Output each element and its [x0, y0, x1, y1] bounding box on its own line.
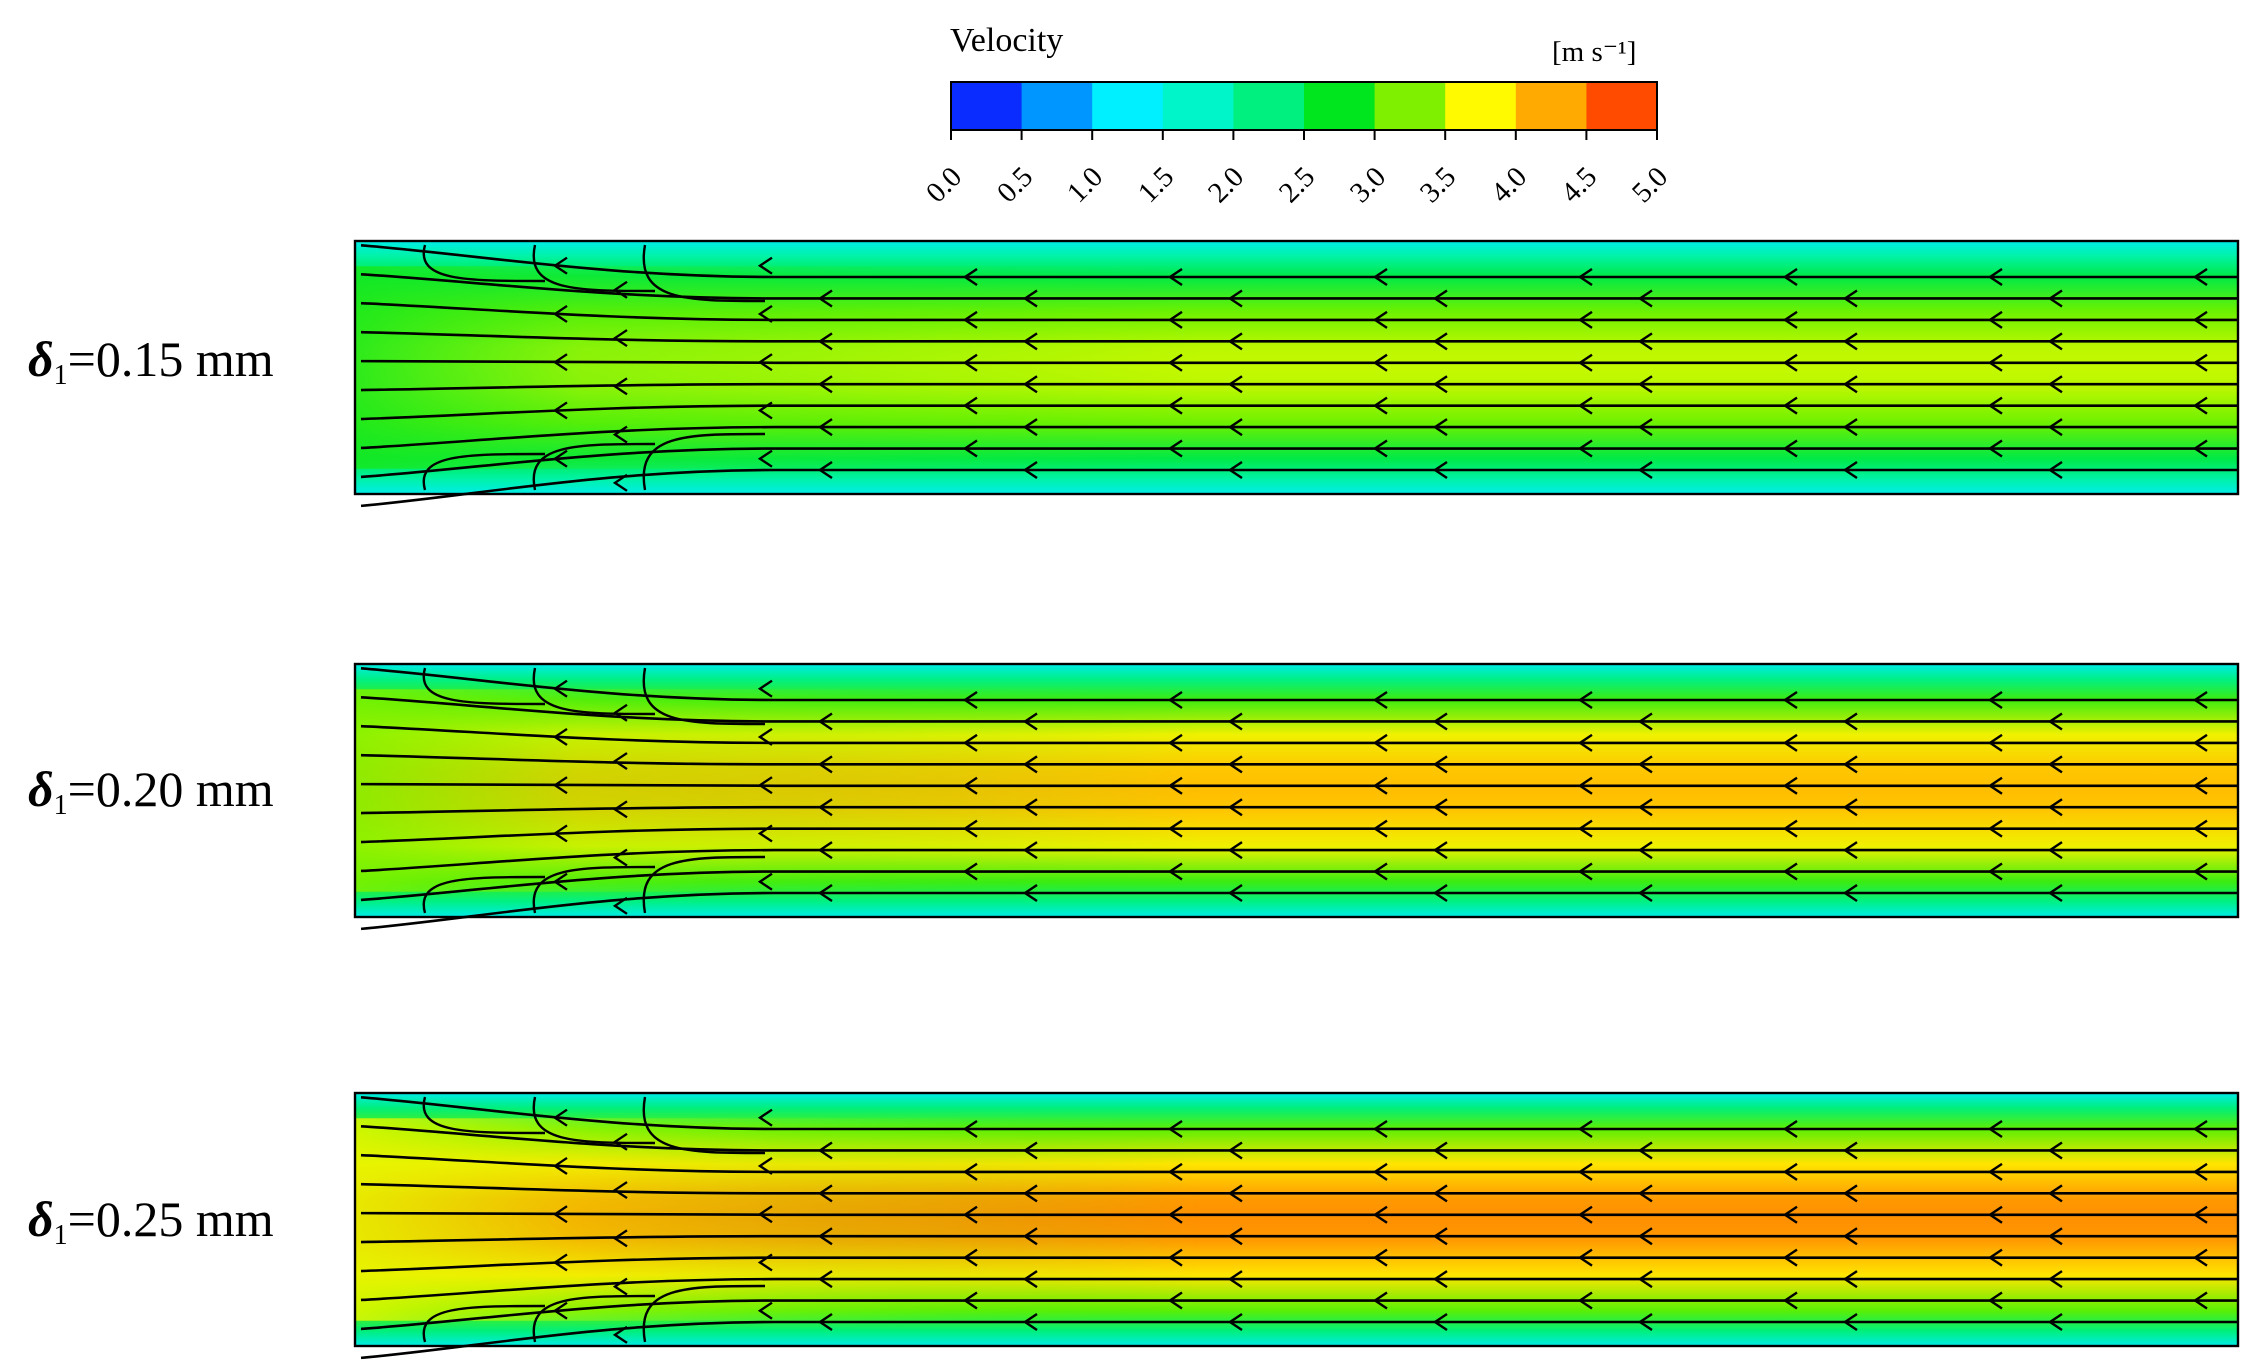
streamline: [360, 1182, 2238, 1195]
contour-panels: [353, 239, 2240, 1360]
wall-streamline: [422, 667, 546, 706]
panel-label-symbol: δ: [28, 331, 54, 387]
colorbar: [950, 81, 1658, 140]
wall-streamline: [532, 865, 656, 914]
streamline: [360, 753, 2238, 766]
contour-panel-2: [353, 662, 2240, 931]
panel-label-subscript: 1: [53, 1220, 68, 1251]
panel-frame: [353, 662, 2240, 919]
wall-streamline: [642, 432, 766, 491]
streamline: [360, 805, 2238, 815]
wall-streamline: [532, 244, 656, 293]
panel-label-symbol: δ: [28, 1191, 54, 1247]
streamline: [360, 695, 2238, 723]
panel-frame: [353, 239, 2240, 496]
entrance-region: [355, 1118, 2238, 1321]
panel-label-2: δ1=0.20 mm: [28, 760, 274, 822]
colorbar-segment: [1515, 82, 1587, 130]
panel-label-value: =0.20 mm: [67, 761, 274, 817]
streamline: [360, 1277, 2238, 1302]
wall-streamline: [532, 1096, 656, 1145]
wall-streamline: [642, 244, 766, 303]
contour-panel-3: [353, 1091, 2240, 1360]
colorbar-segment: [951, 82, 1023, 130]
panel-label-subscript: 1: [53, 790, 68, 821]
contour-panel-1: [353, 239, 2240, 508]
wall-streamline: [422, 244, 546, 283]
streamline: [360, 468, 2238, 508]
panel-label-subscript: 1: [53, 360, 68, 391]
streamline: [360, 425, 2238, 450]
wall-streamline: [642, 1096, 766, 1155]
colorbar-segment: [1304, 82, 1376, 130]
wall-streamline: [532, 442, 656, 491]
colorbar-segment: [1374, 82, 1446, 130]
wall-streamline: [422, 1096, 546, 1135]
colorbar-segment: [1445, 82, 1517, 130]
colorbar-segment: [1162, 82, 1234, 130]
colorbar-segment: [1021, 82, 1093, 130]
streamline: [360, 382, 2238, 392]
panel-frame: [353, 1091, 2240, 1348]
wall-streamline: [422, 452, 546, 491]
colorbar-title: Velocity: [950, 22, 1064, 59]
wall-streamline: [642, 1284, 766, 1343]
colorbar-unit: [m s⁻¹]: [1552, 36, 1637, 68]
entrance-region: [355, 689, 2238, 892]
colorbar-segment: [1233, 82, 1305, 130]
panel-label-1: δ1=0.15 mm: [28, 330, 274, 392]
entrance-region: [355, 266, 2238, 469]
panel-label-value: =0.25 mm: [67, 1191, 274, 1247]
colorbar-segment: [1586, 82, 1658, 130]
streamline: [360, 891, 2238, 931]
panel-label-symbol: δ: [28, 761, 54, 817]
panel-label-value: =0.15 mm: [67, 331, 274, 387]
wall-streamline: [422, 1304, 546, 1343]
streamline: [360, 1234, 2238, 1244]
streamline: [360, 848, 2238, 873]
streamline: [360, 330, 2238, 343]
wall-streamline: [532, 1294, 656, 1343]
panel-label-3: δ1=0.25 mm: [28, 1190, 274, 1252]
wall-streamline: [642, 667, 766, 726]
colorbar-segment: [1092, 82, 1164, 130]
streamline: [360, 1124, 2238, 1152]
wall-streamline: [422, 875, 546, 914]
streamline: [360, 272, 2238, 300]
wall-streamline: [642, 855, 766, 914]
wall-streamline: [532, 667, 656, 716]
streamline: [360, 1320, 2238, 1360]
